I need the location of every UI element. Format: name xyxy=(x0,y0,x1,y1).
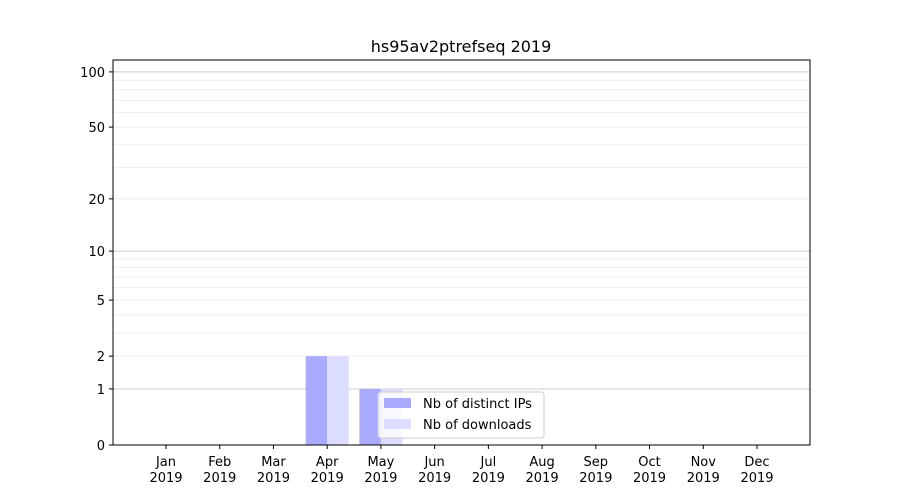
x-tick-label-line: Sep xyxy=(584,455,609,470)
x-tick-label-line: Dec xyxy=(744,455,769,470)
legend-box xyxy=(377,391,545,439)
x-tick-label-line: Jan xyxy=(155,455,176,470)
x-tick-label-line: Feb xyxy=(208,455,231,470)
y-tick-label: 100 xyxy=(80,66,105,81)
x-tick-label-line: Nov xyxy=(691,455,717,470)
x-tick-label: Dec 2019 xyxy=(740,455,773,486)
x-tick-label: Mar 2019 xyxy=(257,455,290,486)
x-tick-label-line: 2019 xyxy=(418,471,451,486)
y-tick-label: 50 xyxy=(88,121,105,136)
y-tick-label: 0 xyxy=(97,439,105,454)
x-tick-label: Nov 2019 xyxy=(687,455,720,486)
x-tick-label: Apr 2019 xyxy=(311,455,344,486)
legend: Nb of distinct IPs Nb of downloads xyxy=(377,391,545,439)
x-tick-label: Sep 2019 xyxy=(579,455,612,486)
x-tick-label: Aug 2019 xyxy=(526,455,559,486)
x-tick-label-line: 2019 xyxy=(579,471,612,486)
legend-swatch xyxy=(384,398,411,408)
y-tick-label: 2 xyxy=(97,350,105,365)
x-tick-label-line: 2019 xyxy=(740,471,773,486)
x-tick-label-line: 2019 xyxy=(257,471,290,486)
x-tick-label-line: Jul xyxy=(480,455,497,470)
x-tick-label-line: Mar xyxy=(261,455,286,470)
x-tick-label-line: 2019 xyxy=(687,471,720,486)
plot-frame xyxy=(112,59,811,446)
legend-label: Nb of downloads xyxy=(423,418,532,433)
x-tick-label: Jul 2019 xyxy=(472,455,505,486)
legend-label: Nb of distinct IPs xyxy=(423,397,532,412)
x-tick-label-line: Apr xyxy=(316,455,339,470)
chart-title: hs95av2ptrefseq 2019 xyxy=(371,37,552,56)
x-tick-label-line: Jun xyxy=(423,455,444,470)
bar-downloads xyxy=(327,356,349,445)
x-tick-label: Jan 2019 xyxy=(149,455,182,486)
y-tick-label: 20 xyxy=(88,193,105,208)
bar-distinct-ips xyxy=(305,356,328,445)
x-tick-label-line: 2019 xyxy=(633,471,666,486)
x-tick-label: May 2019 xyxy=(364,455,397,486)
x-tick-label-line: 2019 xyxy=(149,471,182,486)
bar-distinct-ips xyxy=(359,388,381,445)
x-tick-label-line: 2019 xyxy=(472,471,505,486)
y-tick-label: 10 xyxy=(88,245,105,260)
x-tick-label-line: May xyxy=(367,455,394,470)
y-tick-label: 1 xyxy=(97,383,105,398)
x-tick-label-line: 2019 xyxy=(526,471,559,486)
x-tick-label: Jun 2019 xyxy=(418,455,451,486)
y-tick-label: 5 xyxy=(97,294,105,309)
x-tick-label-line: 2019 xyxy=(364,471,397,486)
x-tick-label-line: 2019 xyxy=(203,471,236,486)
x-tick-label-line: 2019 xyxy=(311,471,344,486)
x-tick-label: Feb 2019 xyxy=(203,455,236,486)
x-tick-label: Oct 2019 xyxy=(633,455,666,486)
legend-swatch xyxy=(384,419,411,429)
x-tick-label-line: Oct xyxy=(638,455,660,470)
x-tick-label-line: Aug xyxy=(529,455,554,470)
